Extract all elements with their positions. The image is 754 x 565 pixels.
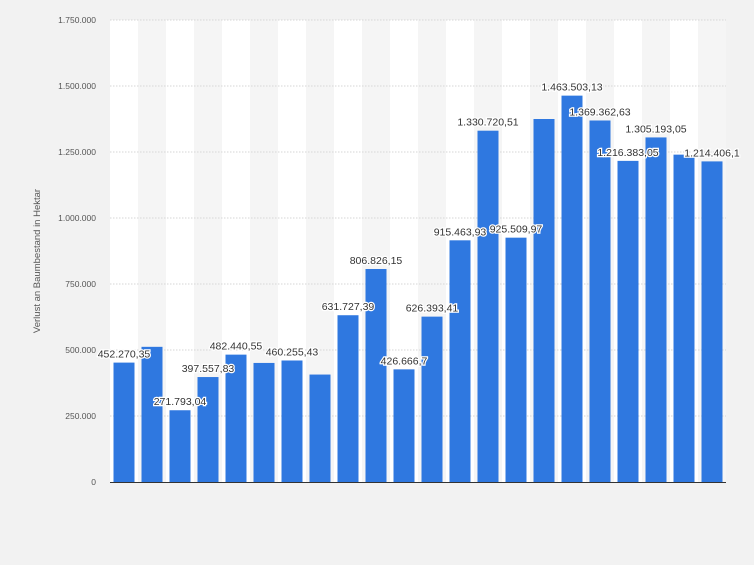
bar bbox=[365, 268, 387, 482]
data-label: 1.369.362,63 bbox=[569, 106, 630, 118]
data-label: 426.666,7 bbox=[381, 355, 428, 367]
y-tick-label: 0 bbox=[91, 477, 96, 487]
data-label: 452.270,35 bbox=[98, 349, 151, 361]
bar bbox=[645, 137, 667, 483]
y-axis-label: Verlust an Baumbestand in Hektar bbox=[32, 189, 43, 333]
data-label: 1.305.193,05 bbox=[625, 123, 686, 135]
data-label: 915.463,93 bbox=[434, 226, 487, 238]
data-label: 1.214.406,1 bbox=[684, 147, 740, 159]
y-tick-label: 1.250.000 bbox=[58, 147, 96, 157]
bars bbox=[113, 95, 723, 483]
y-tick-label: 1.500.000 bbox=[58, 81, 96, 91]
bar bbox=[309, 374, 331, 482]
bar bbox=[589, 120, 611, 482]
y-axis-ticks: 0 250.000 500.000 750.000 1.000.000 1.250.000… bbox=[58, 15, 96, 487]
bar bbox=[113, 362, 135, 482]
bar bbox=[505, 237, 527, 482]
bar bbox=[169, 410, 191, 482]
y-tick-label: 1.000.000 bbox=[58, 213, 96, 223]
bar bbox=[561, 95, 583, 483]
data-label: 1.463.503,13 bbox=[541, 82, 602, 94]
y-tick-label: 500.000 bbox=[65, 345, 96, 355]
bar bbox=[337, 315, 359, 482]
bar bbox=[197, 377, 219, 482]
bar bbox=[393, 369, 415, 482]
data-label: 925.509,97 bbox=[490, 224, 543, 236]
data-label: 806.826,15 bbox=[350, 255, 403, 267]
y-tick-label: 750.000 bbox=[65, 279, 96, 289]
bar bbox=[673, 154, 695, 482]
bar bbox=[141, 346, 163, 482]
data-label: 397.557,83 bbox=[182, 363, 235, 375]
data-labels: 452.270,35 271.793,04 397.557,83 482.440,55… bbox=[96, 80, 741, 409]
bar bbox=[701, 161, 723, 482]
bar bbox=[449, 240, 471, 482]
data-label: 631.727,39 bbox=[322, 301, 375, 313]
y-tick-label: 250.000 bbox=[65, 411, 96, 421]
bar bbox=[477, 130, 499, 482]
data-label: 460.255,43 bbox=[266, 346, 319, 358]
bar bbox=[421, 316, 443, 482]
data-label: 626.393,41 bbox=[406, 303, 459, 315]
y-tick-label: 1.750.000 bbox=[58, 15, 96, 25]
bar bbox=[617, 160, 639, 482]
data-label: 1.330.720,51 bbox=[457, 117, 518, 129]
bar bbox=[281, 360, 303, 482]
data-label: 482.440,55 bbox=[210, 341, 263, 353]
bar bbox=[533, 119, 555, 482]
bar bbox=[225, 354, 247, 482]
bar bbox=[253, 362, 275, 482]
data-label: 1.216.383,05 bbox=[597, 147, 658, 159]
data-label: 271.793,04 bbox=[154, 396, 207, 408]
